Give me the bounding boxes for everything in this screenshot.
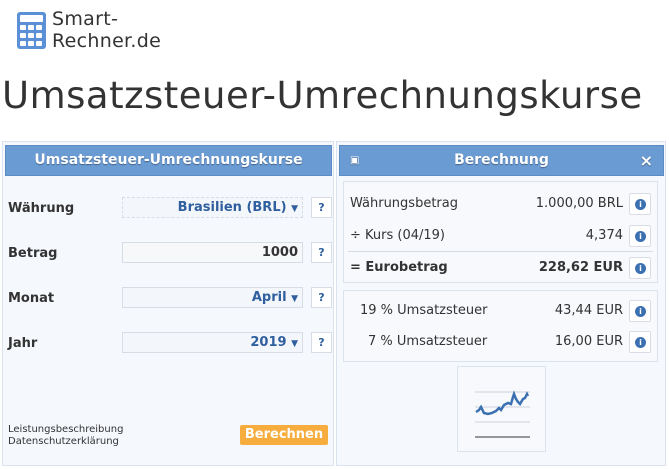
rate-line — [475, 390, 530, 416]
sparkline-chart — [475, 390, 530, 438]
month-label: Monat — [8, 291, 55, 306]
logo-text[interactable]: Smart- — [52, 8, 119, 30]
row-value: 4,374 — [585, 228, 623, 243]
divider — [348, 251, 653, 252]
row-label: 19 % Umsatzsteuer — [360, 303, 488, 318]
calculate-button[interactable]: Berechnen — [240, 425, 328, 445]
row-value: 43,44 EUR — [554, 303, 623, 318]
row-label: ÷ Kurs (04/19) — [350, 228, 445, 243]
page-title: Umsatzsteuer-Umrechnungskurse — [2, 74, 643, 117]
row-value: 1.000,00 BRL — [535, 196, 623, 211]
logo-text[interactable]: Rechner.de — [52, 30, 162, 52]
year-help-button[interactable]: ? — [311, 332, 332, 353]
chevron-down-icon: ▼ — [291, 339, 298, 349]
chevron-down-icon: ▼ — [291, 294, 298, 304]
rate-row: ÷ Kurs (04/19) 4,374 i — [350, 222, 653, 250]
info-button[interactable]: i — [629, 193, 651, 215]
amount-help-button[interactable]: ? — [311, 242, 332, 263]
currency-value: Brasilien (BRL) — [177, 200, 287, 215]
info-icon: i — [635, 231, 646, 242]
form-panel-title: Umsatzsteuer-Umrechnungskurse — [5, 145, 332, 176]
month-select[interactable]: April ▼ — [122, 287, 303, 308]
vat-19-row: 19 % Umsatzsteuer 43,44 EUR i — [360, 297, 653, 325]
print-icon[interactable]: ▣ — [350, 155, 360, 166]
chevron-down-icon: ▼ — [291, 204, 298, 214]
row-label: 7 % Umsatzsteuer — [368, 334, 488, 349]
currency-select[interactable]: Brasilien (BRL) ▼ — [122, 197, 303, 218]
close-icon[interactable]: × — [639, 151, 653, 170]
result-panel-header: ▣ Berechnung × — [339, 145, 664, 176]
exchange-rate-sparkline[interactable] — [457, 366, 546, 452]
currency-amount-row: Währungsbetrag 1.000,00 BRL i — [350, 190, 653, 218]
conversion-box: Währungsbetrag 1.000,00 BRL i ÷ Kurs (04… — [343, 181, 658, 283]
row-label: Währungsbetrag — [350, 196, 458, 211]
info-icon: i — [635, 337, 646, 348]
row-value: 228,62 EUR — [538, 260, 623, 275]
currency-label: Währung — [8, 201, 75, 216]
vat-7-row: 7 % Umsatzsteuer 16,00 EUR i — [368, 328, 653, 356]
amount-label: Betrag — [8, 246, 58, 261]
info-icon: i — [635, 199, 646, 210]
service-description-link[interactable]: Leistungsbeschreibung — [8, 424, 124, 435]
privacy-link[interactable]: Datenschutzerklärung — [8, 436, 119, 447]
year-select[interactable]: 2019 ▼ — [122, 332, 303, 353]
row-label: = Eurobetrag — [350, 260, 448, 275]
month-value: April — [251, 290, 287, 305]
info-button[interactable]: i — [629, 257, 651, 279]
info-icon: i — [635, 263, 646, 274]
year-value: 2019 — [250, 335, 287, 350]
info-icon: i — [635, 306, 646, 317]
tax-box: 19 % Umsatzsteuer 43,44 EUR i 7 % Umsatz… — [343, 290, 658, 362]
result-panel-title: Berechnung — [454, 152, 549, 168]
info-button[interactable]: i — [629, 300, 651, 322]
currency-help-button[interactable]: ? — [311, 197, 332, 218]
euro-amount-row: = Eurobetrag 228,62 EUR i — [350, 254, 653, 282]
calculator-logo-icon[interactable] — [17, 12, 46, 49]
row-value: 16,00 EUR — [554, 334, 623, 349]
form-panel: Umsatzsteuer-Umrechnungskurse Währung Br… — [2, 141, 334, 466]
info-button[interactable]: i — [629, 331, 651, 353]
month-help-button[interactable]: ? — [311, 287, 332, 308]
amount-input[interactable]: 1000 — [122, 242, 303, 263]
year-label: Jahr — [8, 336, 38, 351]
info-button[interactable]: i — [629, 225, 651, 247]
